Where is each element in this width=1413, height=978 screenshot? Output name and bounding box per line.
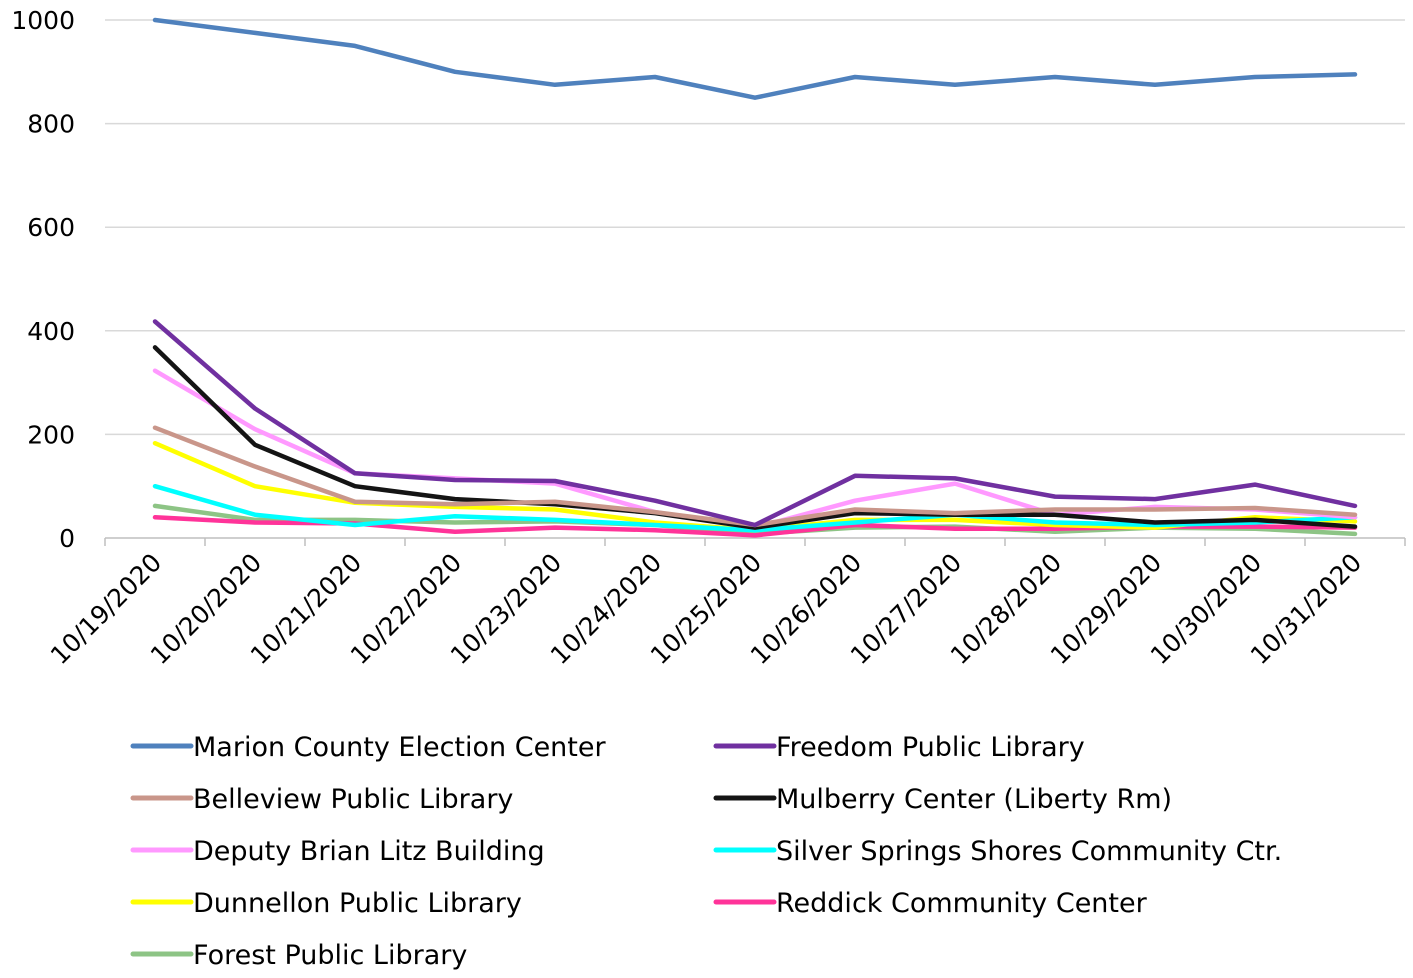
- series-line: [152, 440, 1358, 533]
- grid-layer: [105, 19, 1405, 436]
- x-tick-labels: 10/19/202010/20/202010/21/202010/22/2020…: [45, 548, 1367, 670]
- y-tick-label: 0: [59, 524, 75, 553]
- series-line: [152, 17, 1358, 100]
- y-tick-label: 200: [27, 420, 75, 449]
- series-line: [152, 483, 1358, 533]
- legend-label: Forest Public Library: [193, 940, 467, 971]
- legend-label: Reddick Community Center: [776, 888, 1148, 919]
- axis-layer: 0 200 400 600 800 1000: [11, 6, 1406, 553]
- series-layer: [152, 17, 1358, 538]
- series-line: [152, 368, 1358, 530]
- legend: Marion County Election Center Freedom Pub…: [130, 732, 1282, 971]
- legend-label: Deputy Brian Litz Building: [193, 836, 545, 867]
- y-tick-label: 400: [27, 317, 75, 346]
- series-line: [152, 319, 1358, 528]
- series-line: [152, 345, 1358, 530]
- legend-label: Marion County Election Center: [193, 732, 606, 763]
- y-tick-label: 1000: [11, 6, 75, 35]
- y-tick-label: 600: [27, 213, 75, 242]
- y-tick-label: 800: [27, 110, 75, 139]
- legend-label: Freedom Public Library: [776, 732, 1085, 763]
- legend-label: Belleview Public Library: [193, 784, 513, 815]
- legend-label: Silver Springs Shores Community Ctr.: [776, 836, 1282, 867]
- legend-label: Mulberry Center (Liberty Rm): [776, 784, 1172, 815]
- legend-label: Dunnellon Public Library: [193, 888, 522, 919]
